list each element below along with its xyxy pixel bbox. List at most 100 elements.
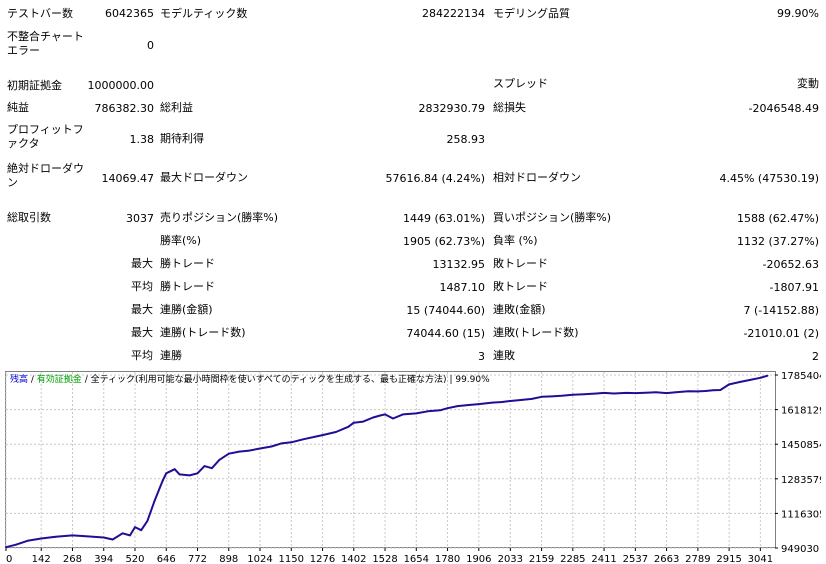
balance-point bbox=[560, 394, 563, 397]
balance-point bbox=[140, 529, 143, 532]
balance-point bbox=[674, 391, 677, 394]
avg-consec-losses-label: 連敗 bbox=[493, 349, 515, 362]
balance-point bbox=[477, 403, 480, 405]
balance-point bbox=[203, 465, 206, 468]
y-tick-label: 1116305 bbox=[781, 509, 821, 520]
ticks-value: 284222134 bbox=[422, 7, 485, 20]
bars-value: 6042365 bbox=[105, 7, 154, 20]
balance-point bbox=[655, 391, 657, 394]
deposit-label: 初期証拠金 bbox=[7, 79, 62, 92]
balance-point bbox=[612, 392, 615, 395]
balance-point bbox=[603, 391, 605, 394]
balance-point bbox=[121, 532, 124, 535]
balance-chart: 949030 1116305 1283579 1450854 1618129 178540… bbox=[5, 371, 821, 564]
balance-point bbox=[426, 410, 429, 413]
max-word: 最大 bbox=[131, 303, 153, 316]
balance-point bbox=[165, 472, 168, 475]
pf-value: 1.38 bbox=[129, 133, 155, 146]
y-tick-label: 1450854 bbox=[781, 440, 821, 451]
x-tick-label: 394 bbox=[94, 554, 113, 564]
balance-point bbox=[161, 480, 164, 483]
balance-point bbox=[218, 458, 221, 461]
x-tick-label: 2411 bbox=[591, 554, 616, 564]
mismatch-label: 不整合チャートエラー bbox=[7, 30, 84, 57]
grid-layer bbox=[5, 372, 775, 549]
x-tick-label: 1906 bbox=[466, 554, 491, 564]
legend-quality: 99.90% bbox=[455, 375, 490, 385]
avg-loss-value: -1807.91 bbox=[769, 281, 819, 294]
balance-point bbox=[238, 450, 241, 453]
balance-point bbox=[634, 392, 637, 394]
max-consec-profit-value: 74044.60 (15) bbox=[406, 327, 485, 340]
x-tick-label: 2663 bbox=[654, 554, 679, 564]
balance-point bbox=[665, 392, 668, 394]
avg-consec-wins-label: 連勝 bbox=[160, 349, 182, 362]
spread-label: スプレッド bbox=[493, 77, 548, 90]
balance-point bbox=[86, 535, 89, 538]
balance-point bbox=[210, 467, 213, 470]
rel-dd-value: 4.45% (47530.19) bbox=[719, 172, 819, 185]
balance-point bbox=[402, 413, 404, 416]
y-axis: 949030 1116305 1283579 1450854 1618129 178540… bbox=[775, 371, 821, 555]
x-tick-label: 142 bbox=[32, 554, 51, 564]
balance-point bbox=[466, 404, 469, 406]
chart-svg: 949030 1116305 1283579 1450854 1618129 178540… bbox=[5, 371, 821, 564]
balance-point bbox=[27, 539, 30, 542]
max-consec-losses-label: 連敗(金額) bbox=[493, 303, 546, 316]
x-tick-label: 1780 bbox=[435, 554, 460, 564]
y-tick-label: 1283579 bbox=[781, 475, 821, 486]
balance-point bbox=[719, 389, 722, 391]
balance-point bbox=[280, 442, 283, 445]
max-consec-loss-label: 連敗(トレード数) bbox=[493, 326, 579, 339]
max-consec-wins-value: 15 (74044.60) bbox=[406, 304, 485, 317]
balance-point bbox=[712, 389, 714, 392]
max-consec-profit-label: 連勝(トレード数) bbox=[160, 326, 246, 339]
balance-point bbox=[347, 425, 350, 428]
legend-sep-1: / bbox=[31, 375, 37, 385]
win-rate-label: 勝率(%) bbox=[160, 234, 202, 247]
x-tick-label: 1024 bbox=[247, 554, 272, 564]
max-consec-losses-value: 7 (-14152.88) bbox=[743, 304, 819, 317]
largest-loss-value: -20652.63 bbox=[762, 258, 819, 271]
avg-word: 平均 bbox=[131, 349, 153, 362]
balance-point bbox=[227, 452, 230, 455]
balance-point bbox=[583, 393, 585, 396]
x-tick-label: 268 bbox=[63, 554, 82, 564]
x-tick-label: 2159 bbox=[529, 554, 554, 564]
balance-point bbox=[290, 441, 293, 444]
balance-point bbox=[111, 538, 114, 541]
x-tick-label: 898 bbox=[219, 554, 238, 564]
balance-point bbox=[521, 399, 523, 401]
gross-profit-label: 総利益 bbox=[160, 101, 193, 114]
max-word: 最大 bbox=[131, 257, 153, 270]
x-tick-label: 1654 bbox=[404, 554, 429, 564]
balance-point bbox=[153, 499, 156, 502]
balance-point bbox=[196, 472, 199, 475]
balance-point bbox=[362, 420, 365, 423]
gross-loss-label: 総損失 bbox=[493, 101, 526, 114]
max-consec-wins-label: 連勝(金額) bbox=[160, 303, 213, 316]
balance-point bbox=[739, 381, 742, 383]
balance-point bbox=[704, 390, 707, 392]
balance-point bbox=[625, 391, 628, 394]
largest-loss-label: 敗トレード bbox=[493, 257, 548, 270]
mismatch-value: 0 bbox=[147, 39, 154, 52]
loss-rate-value: 1132 (37.27%) bbox=[736, 235, 819, 248]
spread-value: 変動 bbox=[797, 77, 819, 90]
avg-consec-losses-value: 2 bbox=[812, 350, 819, 363]
x-tick-label: 520 bbox=[125, 554, 144, 564]
balance-point bbox=[728, 383, 731, 386]
balance-point bbox=[509, 400, 512, 402]
balance-point bbox=[687, 390, 690, 393]
balance-point bbox=[759, 376, 762, 379]
x-tick-label: 772 bbox=[188, 554, 207, 564]
balance-point bbox=[173, 468, 176, 471]
balance-point bbox=[540, 395, 543, 398]
max-consec-loss-value: -21010.01 (2) bbox=[743, 327, 819, 340]
x-tick-label: 3041 bbox=[748, 554, 773, 564]
long-value: 1588 (62.47%) bbox=[736, 212, 819, 225]
legend-sep-2: / bbox=[85, 375, 91, 385]
short-label: 売りポジション(勝率%) bbox=[160, 211, 279, 224]
x-tick-label: 2033 bbox=[498, 554, 523, 564]
x-tick-label: 2285 bbox=[560, 554, 585, 564]
